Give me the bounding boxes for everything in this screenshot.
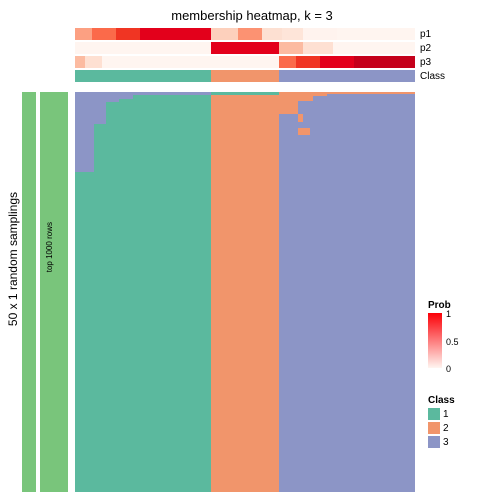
legend-prob: Prob10.50	[428, 300, 451, 368]
legend-label: 1	[443, 409, 449, 420]
legend-label: 2	[443, 423, 449, 434]
legend-prob-gradient	[428, 313, 442, 368]
legend-swatch	[428, 408, 440, 420]
anno-row-p2	[75, 42, 415, 54]
rows-label: top 1000 rows	[45, 222, 54, 272]
anno-row-p3	[75, 56, 415, 68]
legend-swatch	[428, 436, 440, 448]
anno-row-Class	[75, 70, 415, 82]
legend-class-item: 1	[428, 408, 455, 422]
anno-label-p2: p2	[420, 43, 431, 54]
legend-class-item: 3	[428, 436, 455, 450]
anno-label-p3: p3	[420, 57, 431, 68]
side-bar-outer	[22, 92, 36, 492]
legend-class-item: 2	[428, 422, 455, 436]
anno-label-Class: Class	[420, 71, 445, 82]
side-bar-inner	[40, 92, 68, 492]
legend-swatch	[428, 422, 440, 434]
anno-row-p1	[75, 28, 415, 40]
legend-prob-tick: 1	[446, 309, 451, 319]
page-title: membership heatmap, k = 3	[171, 8, 333, 23]
anno-label-p1: p1	[420, 29, 431, 40]
legend-class-title: Class	[428, 395, 455, 406]
legend-prob-tick: 0	[446, 364, 451, 374]
legend-label: 3	[443, 437, 449, 448]
heatmap-body	[75, 92, 415, 492]
legend-prob-tick: 0.5	[446, 337, 459, 347]
samplings-label: 50 x 1 random samplings	[6, 192, 20, 326]
legend-class: Class 1 2 3	[428, 395, 455, 450]
